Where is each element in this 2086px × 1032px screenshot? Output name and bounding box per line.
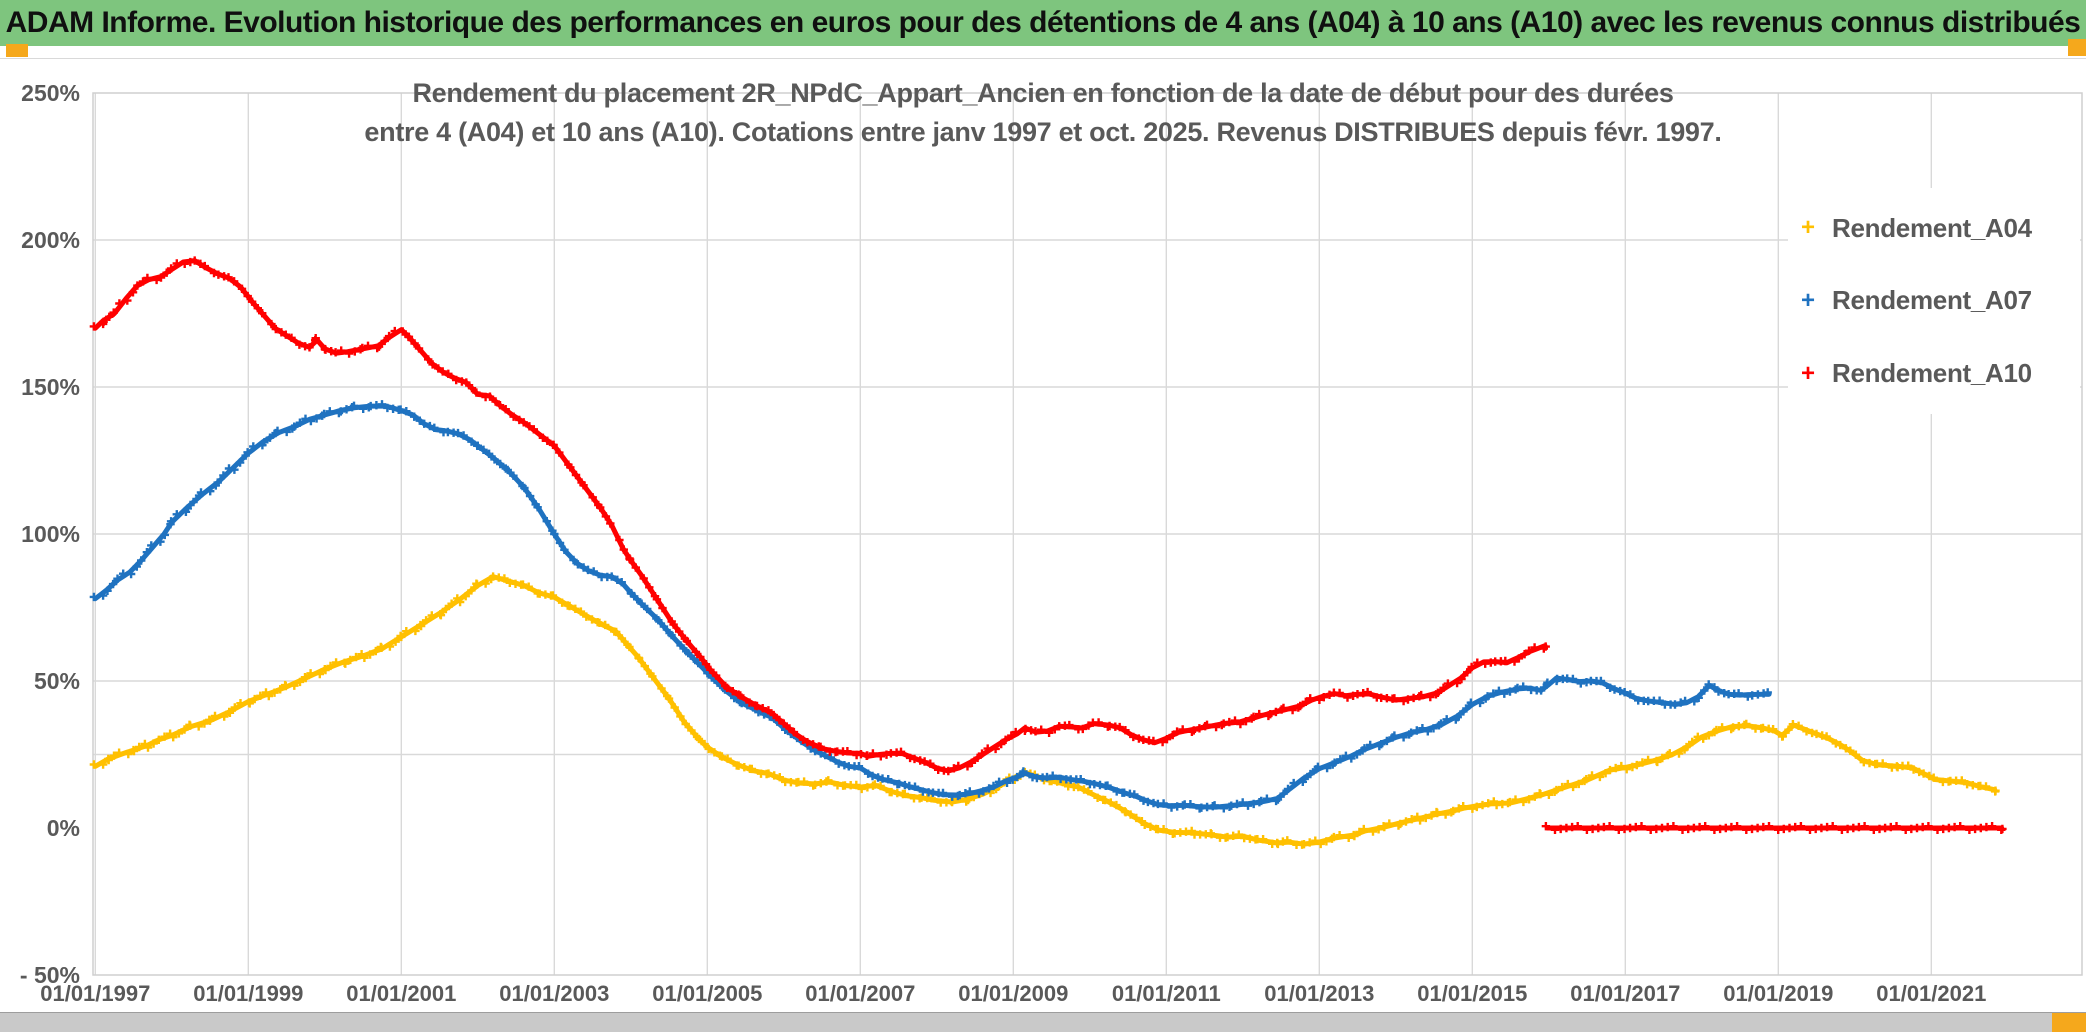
legend-item-a07: + Rendement_A07 (1788, 285, 2080, 316)
plot-border (92, 92, 2083, 976)
x-axis-tick-label: 01/01/2013 (1264, 981, 1374, 1006)
x-axis-tick-label: 01/01/2003 (499, 981, 609, 1006)
x-axis-tick-label: 01/01/2021 (1876, 981, 1986, 1006)
accent-bottom-right-square (2052, 1013, 2086, 1032)
y-axis-tick-label: 200% (21, 227, 80, 253)
series-line-Rendement_A04 (92, 574, 1998, 847)
x-axis-tick-label: 01/01/2019 (1723, 981, 1833, 1006)
chart-title-line2: entre 4 (A04) et 10 ans (A10). Cotations… (364, 117, 1722, 147)
chart-title: Rendement du placement 2R_NPdC_Appart_An… (150, 74, 1936, 152)
bottom-taskbar-strip (0, 1012, 2086, 1032)
legend-label: Rendement_A10 (1832, 358, 2032, 389)
y-axis-tick-label: 100% (21, 521, 80, 547)
x-axis-tick-label: 01/01/2007 (805, 981, 915, 1006)
legend-label: Rendement_A07 (1832, 285, 2032, 316)
x-axis-tick-label: 01/01/1999 (193, 981, 303, 1006)
series-markers-Rendement_A04 (89, 572, 2000, 849)
accent-right-square (2068, 39, 2086, 56)
legend-label: Rendement_A04 (1832, 212, 2032, 243)
y-axis-tick-label: 250% (21, 80, 80, 106)
chart-title-line1: Rendement du placement 2R_NPdC_Appart_An… (412, 78, 1674, 108)
x-axis-tick-label: 01/01/2011 (1112, 981, 1221, 1006)
y-axis-tick-label: 50% (34, 668, 80, 694)
y-axis-tick-label: - 50% (20, 962, 80, 988)
y-axis-tick-label: 150% (21, 374, 80, 400)
plus-marker-icon: + (1800, 359, 1815, 387)
y-axis-tick-label: 0% (47, 815, 80, 841)
series-line-Rendement_A07 (92, 403, 1772, 810)
x-axis-tick-label: 01/01/1997 (40, 981, 150, 1006)
series-markers-Rendement_A10 (89, 256, 1550, 776)
legend-item-a04: + Rendement_A04 (1788, 213, 2080, 244)
header-title: ADAM Informe. Evolution historique des p… (5, 6, 2081, 39)
accent-left-square (6, 44, 28, 57)
legend-item-a10: + Rendement_A10 (1788, 358, 2080, 389)
chart-top-border (0, 58, 2086, 59)
x-axis-tick-label: 01/01/2001 (346, 981, 456, 1006)
series-markers-Rendement_A07 (89, 400, 1772, 813)
header-banner: ADAM Informe. Evolution historique des p… (0, 0, 2086, 46)
plus-marker-icon: + (1800, 214, 1815, 242)
chart-legend: + Rendement_A04 + Rendement_A07 + Rendem… (1788, 188, 2080, 414)
x-axis-tick-label: 01/01/2005 (652, 981, 762, 1006)
plus-marker-icon: + (1800, 286, 1815, 314)
x-axis-tick-label: 01/01/2015 (1417, 981, 1527, 1006)
series-markers-Rendement_A10 (1541, 822, 2007, 834)
x-axis-tick-label: 01/01/2017 (1570, 981, 1680, 1006)
x-axis-tick-label: 01/01/2009 (958, 981, 1068, 1006)
